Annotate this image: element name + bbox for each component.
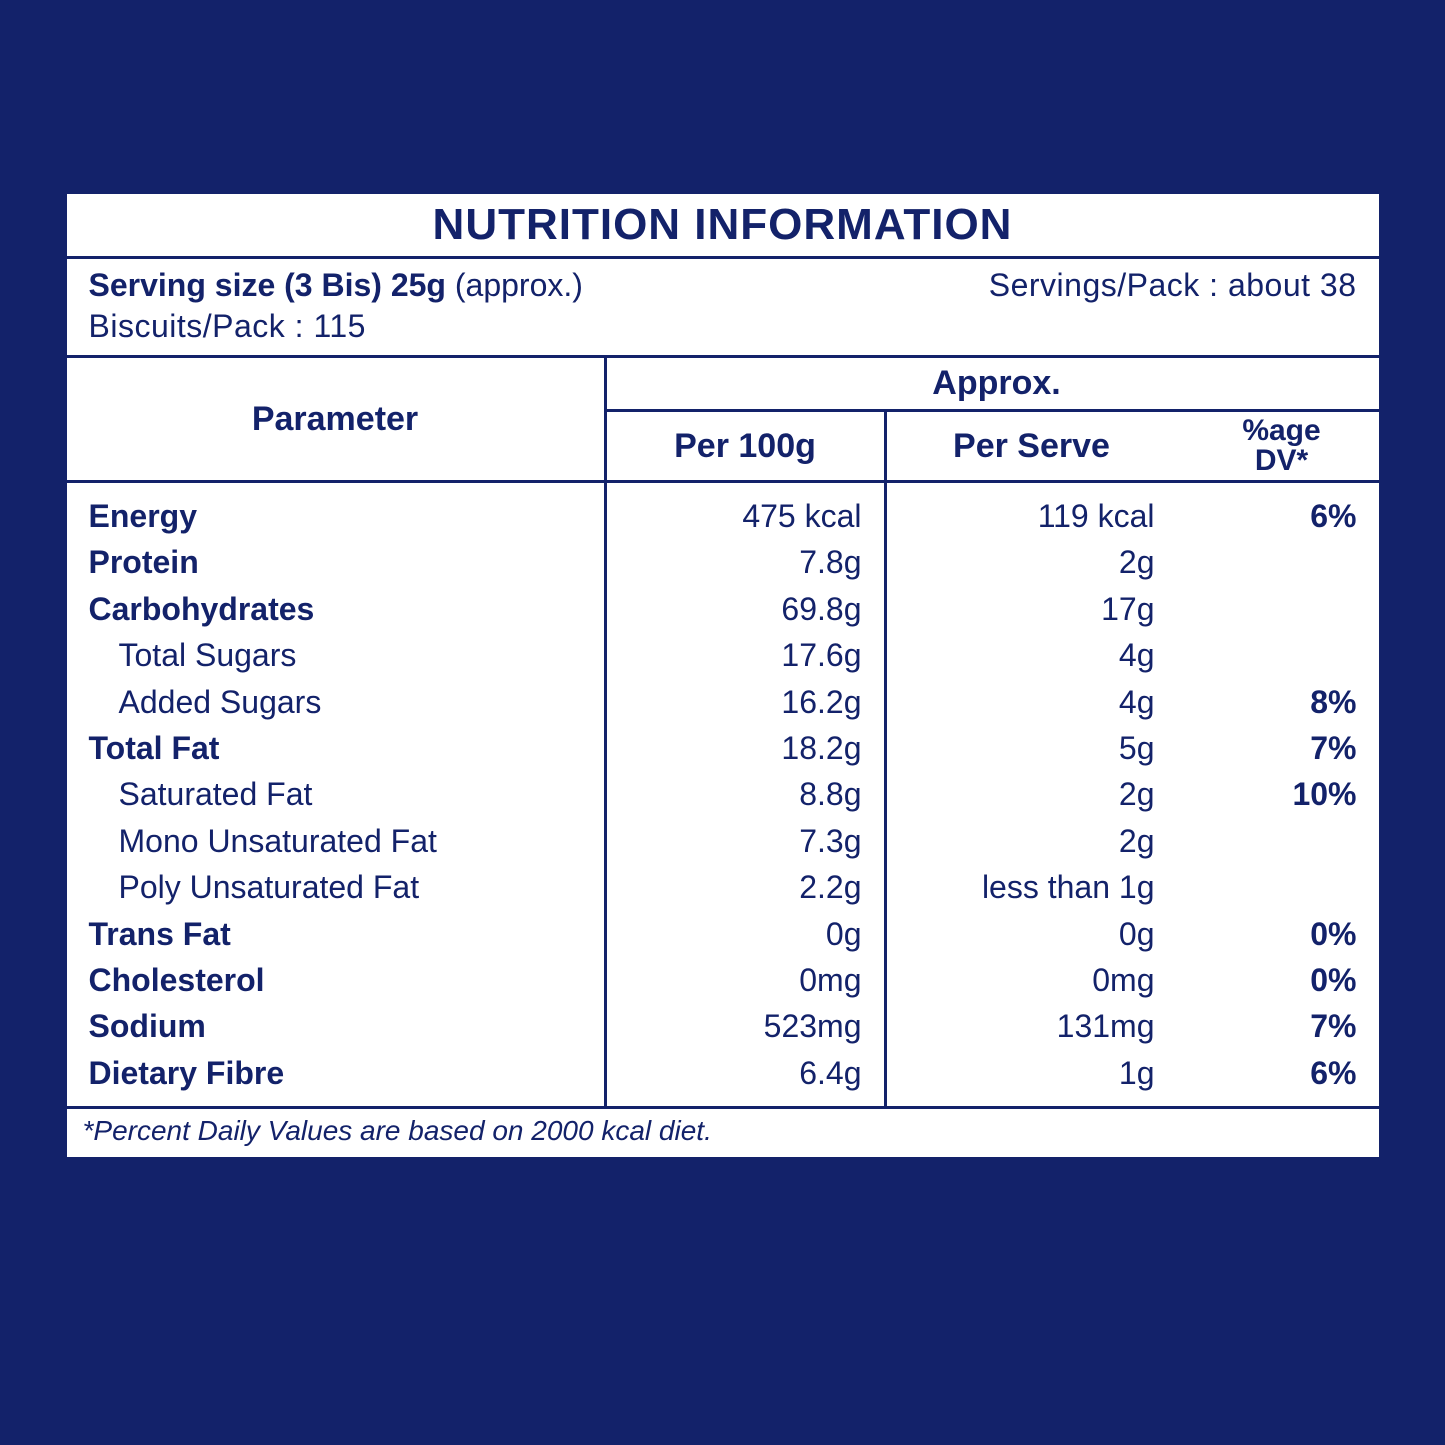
dv-cell bbox=[1177, 539, 1387, 585]
biscuits-per-pack: Biscuits/Pack : 115 bbox=[67, 308, 1379, 358]
dv-cell bbox=[1177, 632, 1387, 678]
per100-cell: 7.3g bbox=[607, 818, 884, 864]
serving-row: Serving size (3 Bis) 25g (approx.) Servi… bbox=[67, 259, 1379, 308]
nutrition-grid: Parameter Approx. Per 100g Per Serve %ag… bbox=[67, 358, 1379, 1109]
per100-cell: 7.8g bbox=[607, 539, 884, 585]
per100-cell: 17.6g bbox=[607, 632, 884, 678]
per100-cell: 523mg bbox=[607, 1003, 884, 1049]
header-perserve: Per Serve bbox=[887, 412, 1177, 483]
perserve-cell: 4g bbox=[887, 632, 1177, 678]
perserve-cell: 17g bbox=[887, 586, 1177, 632]
param-cell: Saturated Fat bbox=[67, 771, 604, 817]
dv-cell bbox=[1177, 864, 1387, 910]
col-parameter: EnergyProteinCarbohydratesTotal SugarsAd… bbox=[67, 483, 607, 1109]
param-cell: Sodium bbox=[67, 1003, 604, 1049]
per100-cell: 6.4g bbox=[607, 1050, 884, 1096]
param-cell: Trans Fat bbox=[67, 911, 604, 957]
header-approx: Approx. bbox=[607, 358, 1387, 412]
servings-per-pack: Servings/Pack : about 38 bbox=[989, 267, 1357, 304]
param-cell: Energy bbox=[67, 493, 604, 539]
param-cell: Added Sugars bbox=[67, 679, 604, 725]
param-cell: Protein bbox=[67, 539, 604, 585]
header-dv: %age DV* bbox=[1177, 412, 1387, 483]
perserve-cell: 2g bbox=[887, 771, 1177, 817]
per100-cell: 8.8g bbox=[607, 771, 884, 817]
dv-cell: 10% bbox=[1177, 771, 1387, 817]
serving-size-suffix: (approx.) bbox=[446, 267, 583, 303]
per100-cell: 475 kcal bbox=[607, 493, 884, 539]
perserve-cell: 0g bbox=[887, 911, 1177, 957]
perserve-cell: 0mg bbox=[887, 957, 1177, 1003]
col-dv: 6% 8%7%10% 0%0%7%6% bbox=[1177, 483, 1387, 1109]
param-cell: Carbohydrates bbox=[67, 586, 604, 632]
dv-cell: 7% bbox=[1177, 725, 1387, 771]
serving-size-label: Serving size (3 Bis) 25g bbox=[89, 267, 446, 303]
param-cell: Total Sugars bbox=[67, 632, 604, 678]
param-cell: Poly Unsaturated Fat bbox=[67, 864, 604, 910]
header-dv-line1: %age bbox=[1242, 416, 1320, 446]
per100-cell: 18.2g bbox=[607, 725, 884, 771]
perserve-cell: 2g bbox=[887, 539, 1177, 585]
footnote: *Percent Daily Values are based on 2000 … bbox=[67, 1109, 1379, 1157]
perserve-cell: 2g bbox=[887, 818, 1177, 864]
param-cell: Mono Unsaturated Fat bbox=[67, 818, 604, 864]
dv-cell: 0% bbox=[1177, 957, 1387, 1003]
col-per100: 475 kcal7.8g69.8g17.6g16.2g18.2g8.8g7.3g… bbox=[607, 483, 887, 1109]
dv-cell: 8% bbox=[1177, 679, 1387, 725]
dv-cell: 0% bbox=[1177, 911, 1387, 957]
param-cell: Total Fat bbox=[67, 725, 604, 771]
perserve-cell: 1g bbox=[887, 1050, 1177, 1096]
param-cell: Cholesterol bbox=[67, 957, 604, 1003]
header-parameter: Parameter bbox=[67, 358, 607, 483]
perserve-cell: less than 1g bbox=[887, 864, 1177, 910]
per100-cell: 2.2g bbox=[607, 864, 884, 910]
panel-title: NUTRITION INFORMATION bbox=[67, 200, 1379, 250]
per100-cell: 69.8g bbox=[607, 586, 884, 632]
perserve-cell: 131mg bbox=[887, 1003, 1177, 1049]
dv-cell bbox=[1177, 818, 1387, 864]
per100-cell: 16.2g bbox=[607, 679, 884, 725]
dv-cell: 6% bbox=[1177, 1050, 1387, 1096]
perserve-cell: 5g bbox=[887, 725, 1177, 771]
per100-cell: 0g bbox=[607, 911, 884, 957]
per100-cell: 0mg bbox=[607, 957, 884, 1003]
perserve-cell: 4g bbox=[887, 679, 1177, 725]
dv-cell: 6% bbox=[1177, 493, 1387, 539]
param-cell: Dietary Fibre bbox=[67, 1050, 604, 1096]
col-perserve: 119 kcal2g17g4g4g5g2g2gless than 1g0g0mg… bbox=[887, 483, 1177, 1109]
dv-cell: 7% bbox=[1177, 1003, 1387, 1049]
perserve-cell: 119 kcal bbox=[887, 493, 1177, 539]
dv-cell bbox=[1177, 586, 1387, 632]
header-per100: Per 100g bbox=[607, 412, 887, 483]
serving-size: Serving size (3 Bis) 25g (approx.) bbox=[89, 267, 583, 304]
nutrition-panel: NUTRITION INFORMATION Serving size (3 Bi… bbox=[63, 190, 1383, 1161]
header-dv-line2: DV* bbox=[1255, 446, 1308, 476]
title-row: NUTRITION INFORMATION bbox=[67, 194, 1379, 259]
